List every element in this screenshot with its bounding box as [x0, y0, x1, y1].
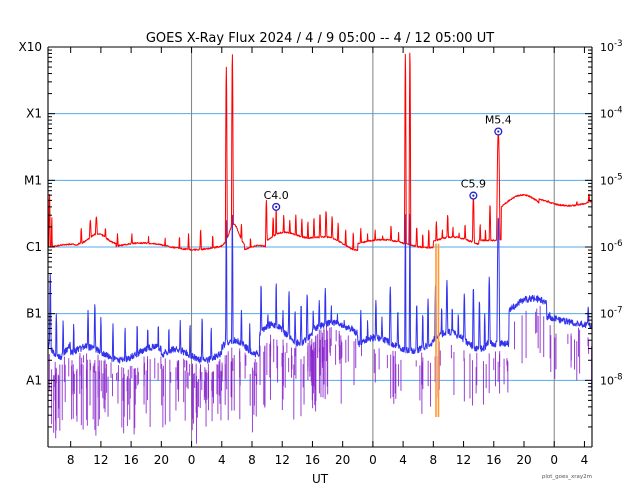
x-axis-tick-labels: 8 12 16 20 0 4 8 12 16 20 0 4 8 12 16 20 0 4 [67, 453, 588, 467]
x-tick-label-2: 16 [123, 453, 138, 467]
x-tick-label-8: 16 [305, 453, 320, 467]
chart-title: GOES X-Ray Flux 2024 / 4 / 9 05:00 -- 4 … [146, 31, 494, 46]
y-label-left-M1: M1 [24, 173, 42, 187]
x-tick-label-0: 8 [67, 453, 75, 467]
y-label-left-C1: C1 [26, 240, 42, 254]
y-label-left-X10: X10 [19, 40, 43, 54]
x-tick-label-1: 12 [93, 453, 108, 467]
x-tick-label-16: 0 [550, 453, 558, 467]
y-label-left-B1: B1 [26, 307, 42, 321]
flare-marker-dot-M5.4 [497, 130, 500, 133]
x-tick-label-5: 4 [218, 453, 226, 467]
flare-label-M5.4: M5.4 [485, 114, 512, 127]
flare-marker-dot-C4.0 [275, 205, 278, 208]
x-tick-label-4: 0 [188, 453, 196, 467]
x-tick-label-7: 12 [275, 453, 290, 467]
x-tick-label-9: 20 [335, 453, 350, 467]
x-tick-label-15: 20 [516, 453, 531, 467]
flare-annotation-M5.4: M5.4 [485, 114, 512, 136]
flare-label-C4.0: C4.0 [264, 189, 289, 202]
x-tick-label-13: 12 [456, 453, 471, 467]
short-channel-trace [47, 213, 593, 364]
x-tick-label-3: 20 [154, 453, 169, 467]
x-tick-label-6: 8 [248, 453, 256, 467]
x-axis-title: UT [312, 472, 329, 486]
x-tick-label-12: 8 [430, 453, 438, 467]
x-tick-label-10: 0 [369, 453, 377, 467]
y-label-left-A1: A1 [26, 373, 42, 387]
y-axis-right-labels: 10-310-410-510-610-710-8 [600, 39, 622, 387]
long-channel-trace [47, 52, 593, 252]
tick-marks [48, 46, 592, 448]
flare-annotations: C4.0 C5.9 M5.4 [264, 114, 512, 211]
watermark-label: plot_goes_xray2m [542, 474, 592, 480]
y-label-left-X1: X1 [26, 107, 42, 121]
x-tick-label-17: 4 [581, 453, 589, 467]
purple-noise-series [48, 305, 593, 444]
y-axis-left-labels: X10 X1 M1 C1 B1 A1 [19, 40, 43, 387]
flare-annotation-C4.0: C4.0 [264, 189, 289, 211]
x-tick-label-14: 16 [486, 453, 501, 467]
flare-marker-dot-C5.9 [472, 194, 475, 197]
flare-label-C5.9: C5.9 [461, 178, 486, 191]
flare-annotation-C5.9: C5.9 [461, 178, 486, 200]
x-tick-label-11: 4 [399, 453, 407, 467]
data-traces [47, 52, 593, 444]
